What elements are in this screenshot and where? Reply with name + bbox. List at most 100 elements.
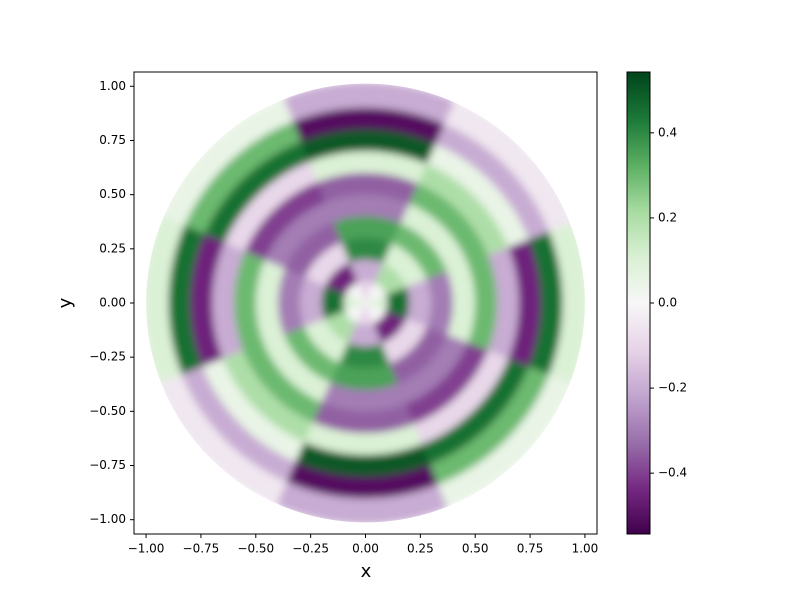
y-tick-label: −0.50 — [89, 404, 126, 418]
field-cell — [445, 258, 480, 348]
field-cell — [320, 258, 358, 296]
field-cell — [273, 266, 306, 340]
field-cell — [337, 233, 394, 264]
field-cell — [229, 249, 265, 357]
colorbar-tick-label: 0.4 — [658, 125, 677, 139]
field — [146, 83, 585, 523]
field-cell — [346, 255, 385, 284]
field-cell — [328, 211, 403, 244]
field-cell — [251, 258, 286, 348]
field-cell — [405, 342, 493, 428]
x-tick-label: 1.00 — [572, 542, 599, 556]
field-cell — [293, 125, 438, 164]
field-cell — [389, 326, 452, 388]
x-tick-label: −0.50 — [237, 542, 274, 556]
field-cell — [207, 240, 245, 366]
colorbar-tick-label: 0.0 — [658, 296, 677, 310]
field-cell — [300, 318, 350, 368]
x-tick-label: 0.75 — [517, 542, 544, 556]
colorbar-tick-label: 0.2 — [658, 210, 677, 224]
field-cell — [413, 350, 513, 449]
colorbar — [626, 71, 651, 535]
x-tick-label: 0.00 — [352, 542, 379, 556]
field-cell — [437, 374, 574, 509]
field-cell — [198, 137, 310, 248]
field-cell — [405, 178, 493, 264]
field-cell — [413, 157, 513, 256]
x-axis-label: x — [361, 561, 372, 582]
field-cell — [198, 358, 310, 469]
field-cell — [177, 366, 302, 489]
field-cell — [320, 190, 411, 224]
field-cell — [381, 318, 431, 368]
field-cell — [346, 322, 385, 351]
field-cell — [146, 214, 185, 392]
colorbar-tick-label: −0.4 — [658, 466, 687, 480]
field-cell — [486, 240, 524, 366]
field-cell — [355, 276, 376, 303]
field-cell — [373, 310, 411, 348]
field-cell — [185, 232, 225, 374]
field-cell — [293, 442, 438, 481]
field-cell — [421, 358, 533, 469]
field-cell — [429, 366, 554, 489]
field-cell — [302, 146, 429, 184]
y-axis-label: y — [55, 297, 76, 308]
field-cell — [276, 83, 455, 125]
field-cell — [385, 283, 414, 323]
field-cell — [285, 461, 446, 503]
field-cell — [337, 342, 394, 373]
field-cell — [397, 334, 472, 408]
field-cell — [218, 350, 318, 449]
field-cell — [425, 266, 458, 340]
field-cell — [279, 326, 342, 388]
field-cell — [320, 382, 411, 416]
y-tick-label: 1.00 — [99, 79, 126, 93]
field-cell — [177, 117, 302, 240]
field-cell — [365, 292, 392, 314]
field-cell — [355, 303, 376, 330]
field-cell — [437, 97, 574, 232]
field-cell — [405, 275, 436, 331]
field-cell — [317, 283, 346, 323]
field-cell — [302, 422, 429, 460]
field-cell — [466, 249, 502, 357]
field-cell — [259, 198, 334, 272]
field-cell — [276, 481, 455, 523]
field-cell — [157, 97, 294, 232]
y-tick-label: −0.75 — [89, 458, 126, 472]
field-cell — [259, 334, 334, 408]
field-cell — [311, 168, 420, 204]
field-cell — [164, 223, 205, 383]
x-tick-label: 0.50 — [462, 542, 489, 556]
field-cell — [328, 362, 403, 395]
y-tick-label: 0.75 — [99, 133, 126, 147]
field-cell — [238, 342, 326, 428]
field-cell — [218, 157, 318, 256]
field-cell — [320, 310, 358, 348]
field-cell — [300, 238, 350, 288]
x-tick-label: 0.25 — [407, 542, 434, 556]
field-cell — [381, 238, 431, 288]
field-cell — [506, 232, 546, 374]
y-tick-label: −0.25 — [89, 350, 126, 364]
colorbar-tick-label: −0.2 — [658, 381, 687, 395]
field-cell — [279, 218, 342, 280]
y-tick-label: 0.50 — [99, 187, 126, 201]
field-cell — [295, 275, 326, 331]
field-cell — [397, 198, 472, 272]
y-tick-label: 0.00 — [99, 296, 126, 310]
field-cell — [311, 402, 420, 438]
field-cell — [373, 258, 411, 296]
field-cell — [339, 292, 366, 314]
field-cell — [421, 137, 533, 248]
x-tick-label: −1.00 — [128, 542, 165, 556]
field-cell — [429, 117, 554, 240]
x-tick-label: −0.25 — [292, 542, 329, 556]
y-tick-label: 0.25 — [99, 241, 126, 255]
field-cell — [157, 374, 294, 509]
field-cell — [238, 178, 326, 264]
x-tick-label: −0.75 — [183, 542, 220, 556]
field-cell — [285, 103, 446, 145]
